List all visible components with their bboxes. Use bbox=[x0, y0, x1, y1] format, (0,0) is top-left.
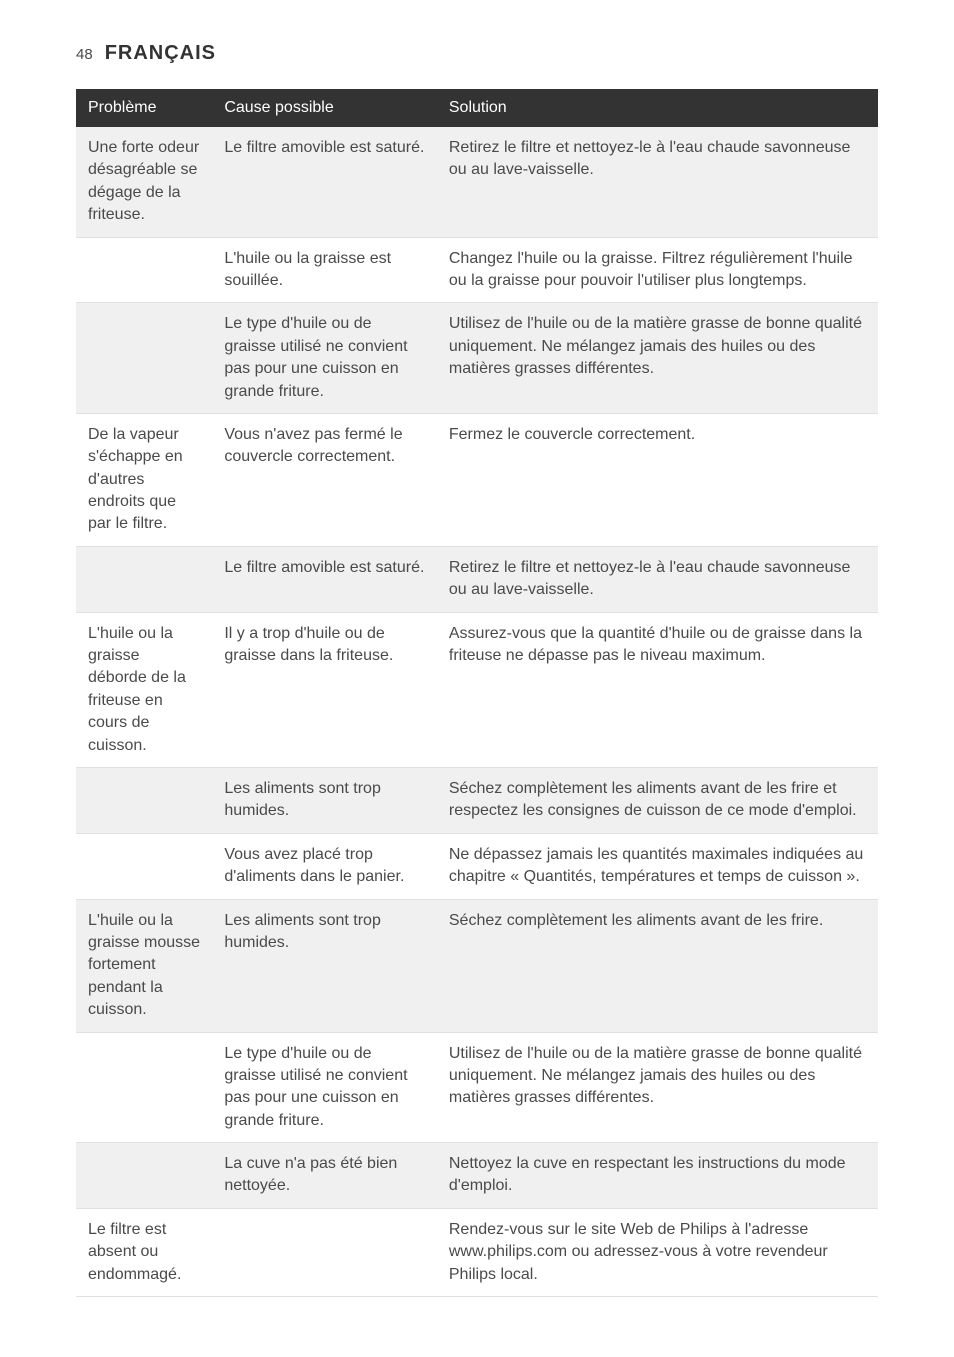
table-row: De la vapeur s'échappe en d'autres endro… bbox=[76, 413, 878, 546]
cell-cause: La cuve n'a pas été bien nettoyée. bbox=[212, 1143, 437, 1209]
section-title: FRANÇAIS bbox=[105, 42, 216, 65]
cell-solution: Changez l'huile ou la graisse. Filtrez r… bbox=[437, 237, 878, 303]
cell-problem: De la vapeur s'échappe en d'autres endro… bbox=[76, 413, 212, 546]
cell-problem bbox=[76, 303, 212, 414]
cell-cause: Vous n'avez pas fermé le couvercle corre… bbox=[212, 413, 437, 546]
cell-solution: Séchez complètement les aliments avant d… bbox=[437, 767, 878, 833]
cell-solution: Utilisez de l'huile ou de la matière gra… bbox=[437, 303, 878, 414]
cell-cause: Les aliments sont trop humides. bbox=[212, 767, 437, 833]
cell-problem: L'huile ou la graisse mousse fortement p… bbox=[76, 899, 212, 1032]
cell-solution: Fermez le couvercle correctement. bbox=[437, 413, 878, 546]
table-row: Le filtre est absent ou endommagé. Rende… bbox=[76, 1208, 878, 1296]
table-row: Le type d'huile ou de graisse utilisé ne… bbox=[76, 303, 878, 414]
cell-problem bbox=[76, 546, 212, 612]
cell-problem bbox=[76, 767, 212, 833]
cell-cause: Vous avez placé trop d'aliments dans le … bbox=[212, 833, 437, 899]
cell-solution: Utilisez de l'huile ou de la matière gra… bbox=[437, 1032, 878, 1143]
table-row: L'huile ou la graisse est souillée. Chan… bbox=[76, 237, 878, 303]
cell-cause: Il y a trop d'huile ou de graisse dans l… bbox=[212, 612, 437, 767]
cell-cause: Le type d'huile ou de graisse utilisé ne… bbox=[212, 303, 437, 414]
cell-solution: Rendez-vous sur le site Web de Philips à… bbox=[437, 1208, 878, 1296]
cell-cause: Le filtre amovible est saturé. bbox=[212, 546, 437, 612]
cell-cause bbox=[212, 1208, 437, 1296]
cell-problem bbox=[76, 833, 212, 899]
cell-problem: L'huile ou la graisse déborde de la frit… bbox=[76, 612, 212, 767]
cell-problem bbox=[76, 1032, 212, 1143]
page-number: 48 bbox=[76, 46, 93, 63]
cell-solution: Assurez-vous que la quantité d'huile ou … bbox=[437, 612, 878, 767]
table-row: La cuve n'a pas été bien nettoyée. Netto… bbox=[76, 1143, 878, 1209]
table-row: Le type d'huile ou de graisse utilisé ne… bbox=[76, 1032, 878, 1143]
cell-cause: Les aliments sont trop humides. bbox=[212, 899, 437, 1032]
cell-solution: Séchez complètement les aliments avant d… bbox=[437, 899, 878, 1032]
cell-cause: Le type d'huile ou de graisse utilisé ne… bbox=[212, 1032, 437, 1143]
table-row: Une forte odeur désagréable se dégage de… bbox=[76, 127, 878, 237]
cell-solution: Retirez le filtre et nettoyez-le à l'eau… bbox=[437, 546, 878, 612]
page-header: 48 FRANÇAIS bbox=[76, 42, 878, 65]
cell-problem bbox=[76, 1143, 212, 1209]
table-row: Le filtre amovible est saturé. Retirez l… bbox=[76, 546, 878, 612]
cell-solution: Retirez le filtre et nettoyez-le à l'eau… bbox=[437, 127, 878, 237]
cell-problem: Une forte odeur désagréable se dégage de… bbox=[76, 127, 212, 237]
table-body: Une forte odeur désagréable se dégage de… bbox=[76, 127, 878, 1297]
col-header-problem: Problème bbox=[76, 89, 212, 127]
table-row: L'huile ou la graisse mousse fortement p… bbox=[76, 899, 878, 1032]
cell-cause: L'huile ou la graisse est souillée. bbox=[212, 237, 437, 303]
cell-solution: Nettoyez la cuve en respectant les instr… bbox=[437, 1143, 878, 1209]
troubleshooting-table: Problème Cause possible Solution Une for… bbox=[76, 89, 878, 1297]
col-header-solution: Solution bbox=[437, 89, 878, 127]
table-row: Vous avez placé trop d'aliments dans le … bbox=[76, 833, 878, 899]
table-row: Les aliments sont trop humides. Séchez c… bbox=[76, 767, 878, 833]
table-header-row: Problème Cause possible Solution bbox=[76, 89, 878, 127]
cell-problem: Le filtre est absent ou endommagé. bbox=[76, 1208, 212, 1296]
table-row: L'huile ou la graisse déborde de la frit… bbox=[76, 612, 878, 767]
cell-problem bbox=[76, 237, 212, 303]
cell-cause: Le filtre amovible est saturé. bbox=[212, 127, 437, 237]
cell-solution: Ne dépassez jamais les quantités maximal… bbox=[437, 833, 878, 899]
col-header-cause: Cause possible bbox=[212, 89, 437, 127]
